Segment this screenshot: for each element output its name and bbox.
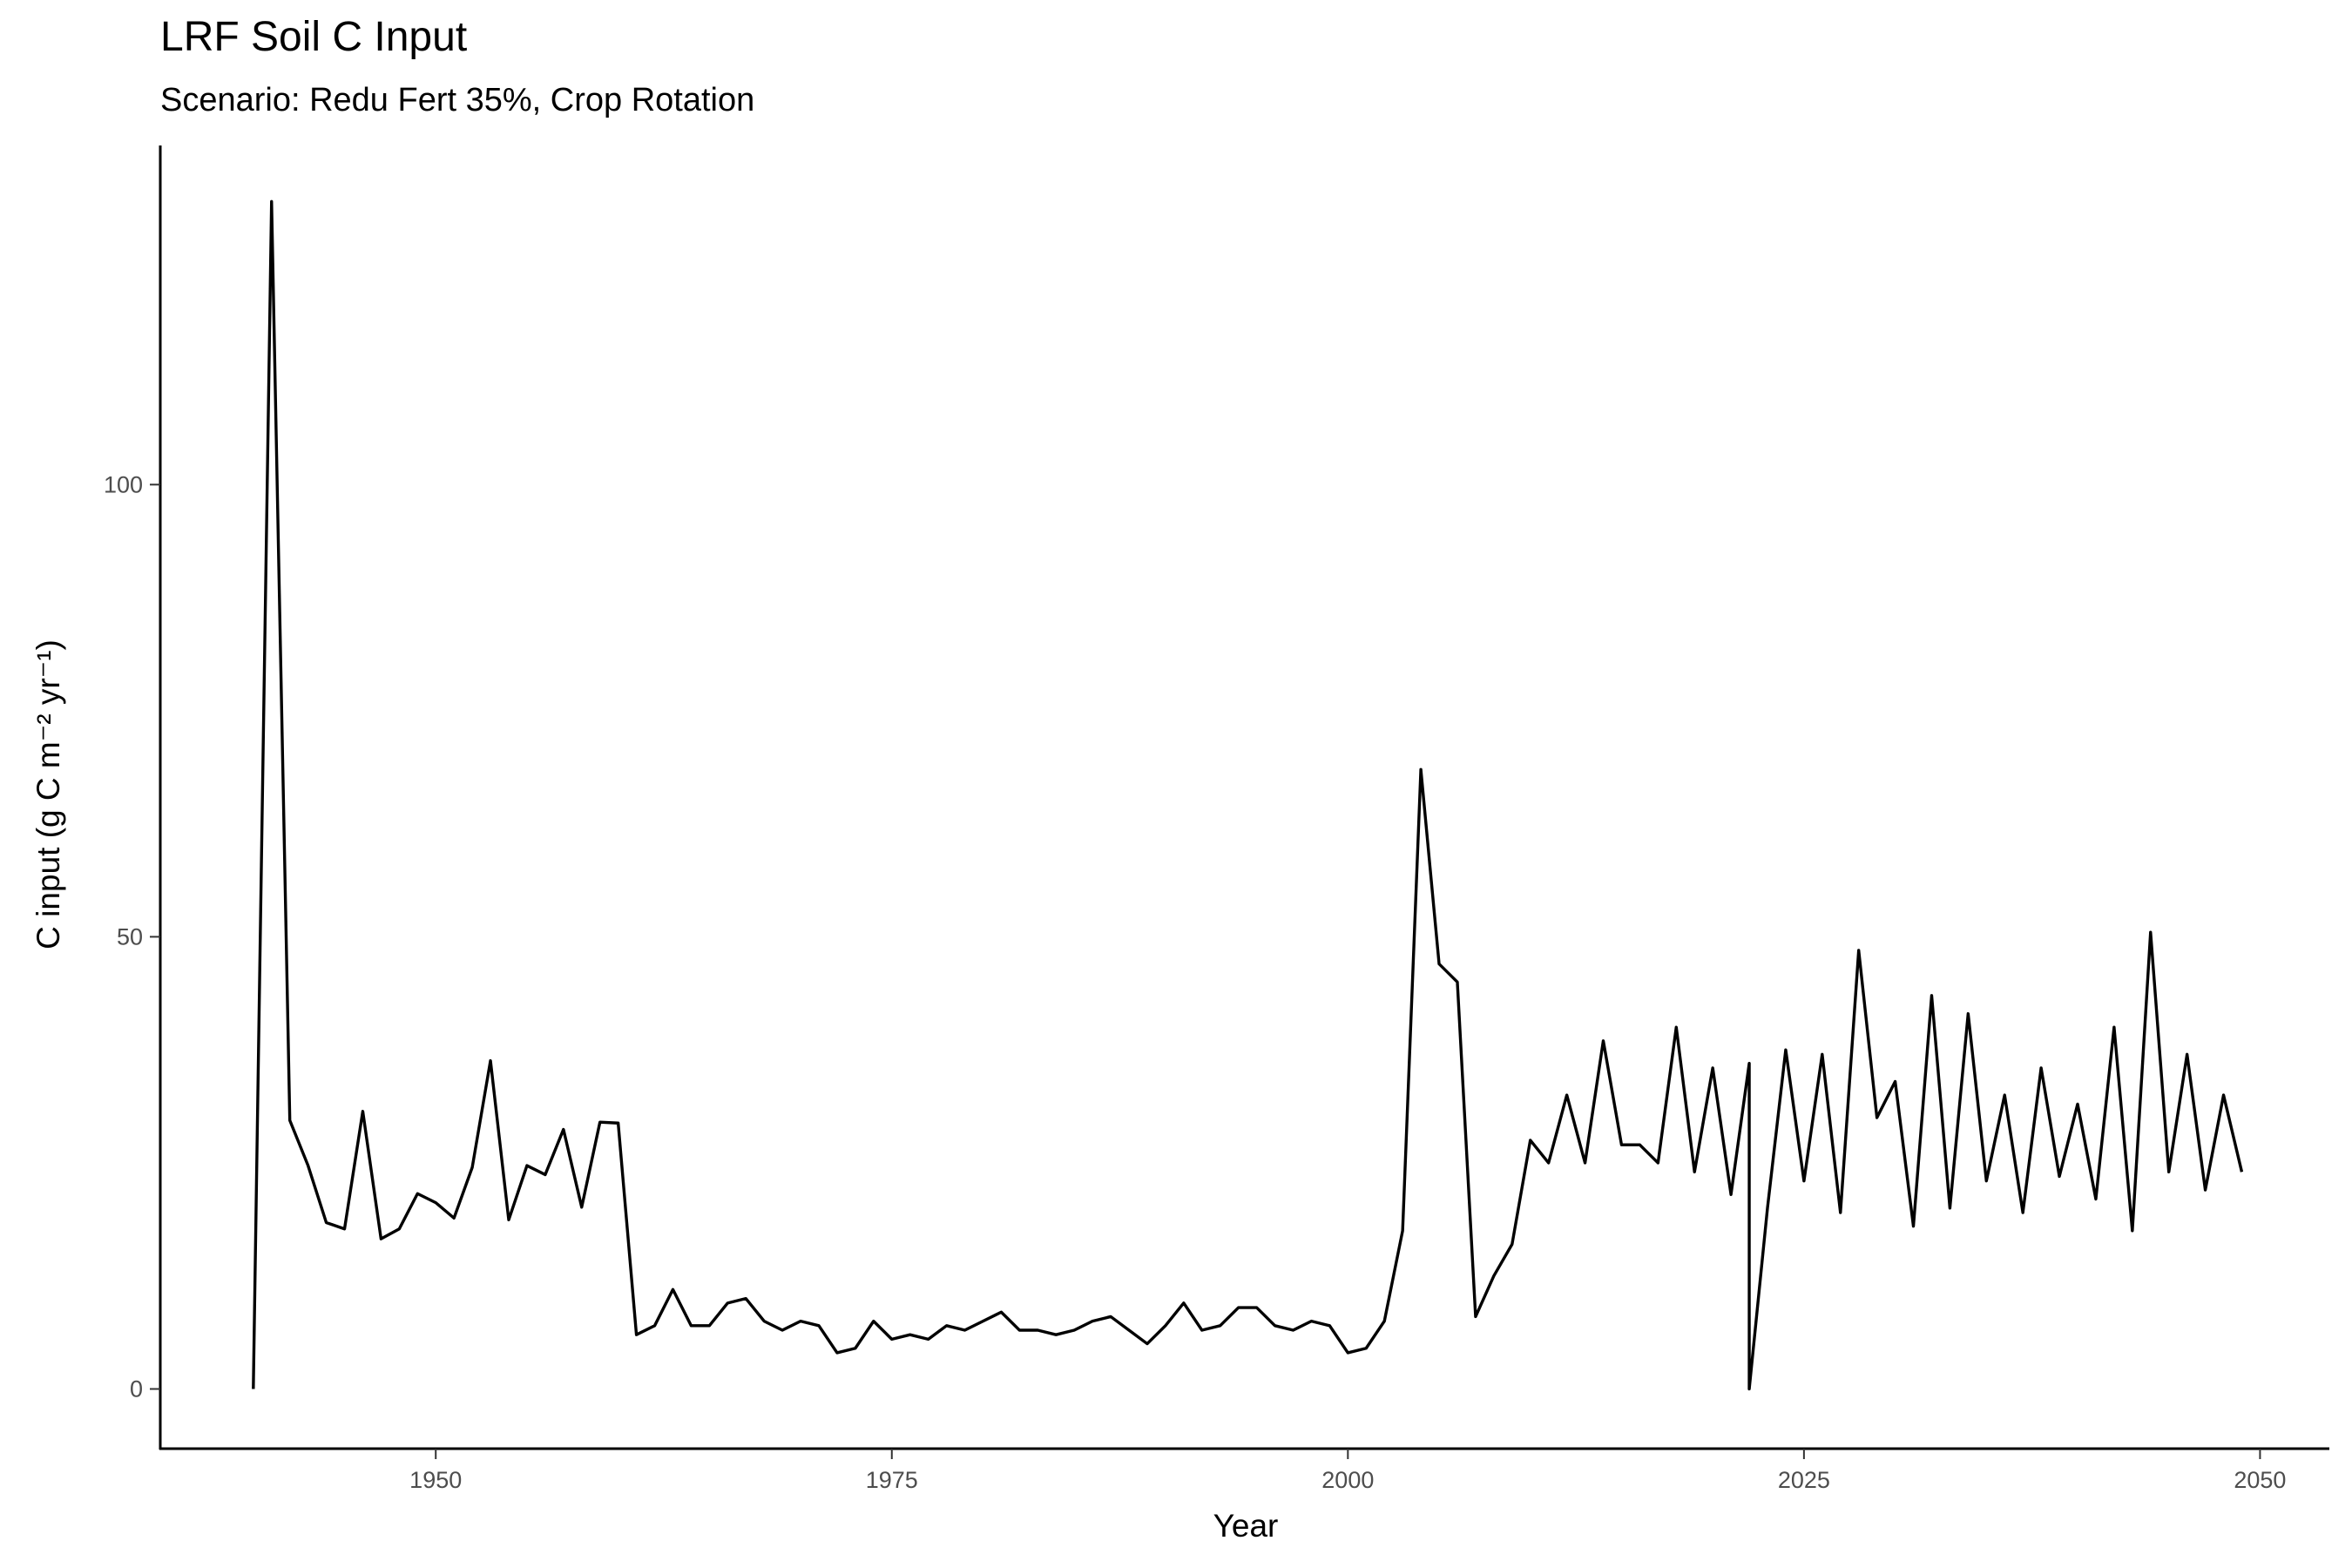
x-tick-label: 2050: [2234, 1467, 2286, 1493]
y-tick-label: 100: [104, 471, 143, 497]
chart-title: LRF Soil C Input: [160, 14, 467, 60]
x-tick-label: 1950: [409, 1467, 462, 1493]
y-axis-title: C input (g C m⁻² yr⁻¹): [30, 639, 66, 950]
data-line: [252, 199, 2244, 1391]
x-tick-label: 2000: [1321, 1467, 1374, 1493]
chart-subtitle: Scenario: Redu Fert 35%, Crop Rotation: [160, 82, 754, 118]
x-tick-label: 1975: [866, 1467, 918, 1493]
y-tick-label: 0: [130, 1375, 143, 1402]
x-axis-title: Year: [1213, 1508, 1279, 1544]
x-tick-label: 2025: [1778, 1467, 1830, 1493]
y-tick-label: 50: [117, 923, 143, 950]
